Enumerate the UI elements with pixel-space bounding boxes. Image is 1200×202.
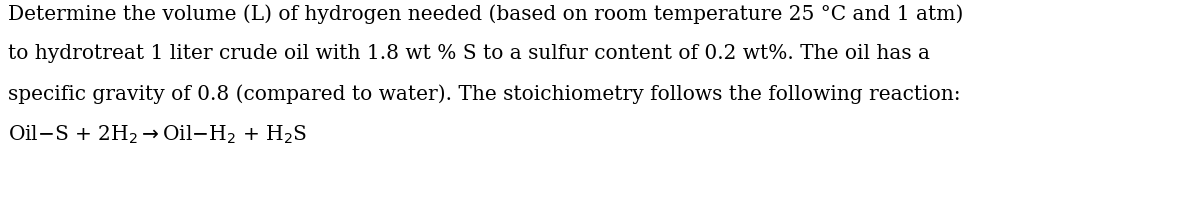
Text: specific gravity of 0.8 (compared to water). The stoichiometry follows the follo: specific gravity of 0.8 (compared to wat…: [8, 84, 961, 104]
Text: to hydrotreat 1 liter crude oil with 1.8 wt % S to a sulfur content of 0.2 wt%. : to hydrotreat 1 liter crude oil with 1.8…: [8, 44, 930, 63]
Text: Oil$-$S $+$ 2H$_{2}$$\rightarrow$Oil$-$H$_{2}$ $+$ H$_{2}$S: Oil$-$S $+$ 2H$_{2}$$\rightarrow$Oil$-$H…: [8, 124, 307, 146]
Text: Determine the volume (L) of hydrogen needed (based on room temperature 25 °C and: Determine the volume (L) of hydrogen nee…: [8, 4, 964, 24]
